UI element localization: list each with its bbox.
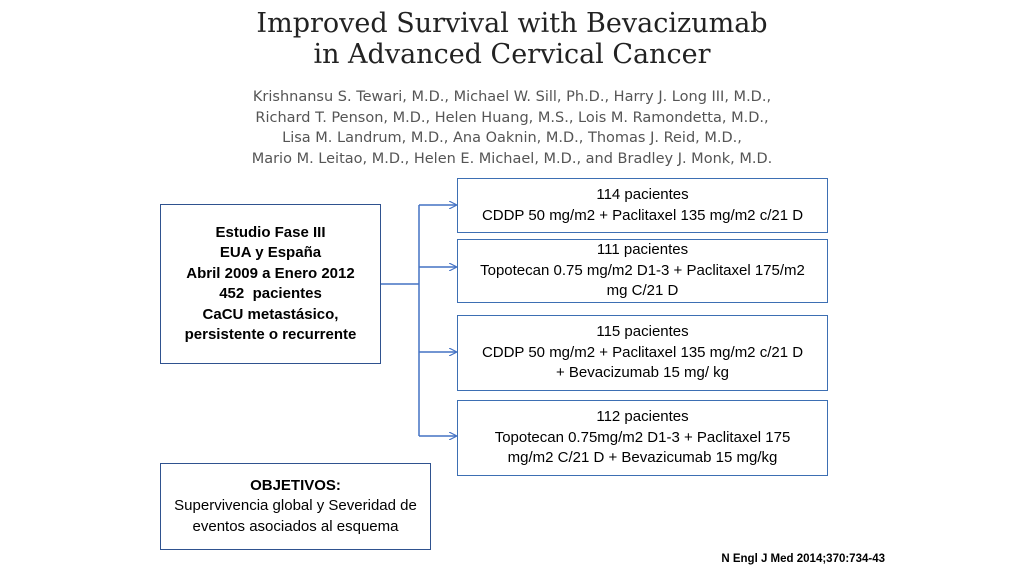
study-design-box: Estudio Fase III EUA y España Abril 2009…	[160, 204, 381, 364]
study-line: EUA y España	[219, 244, 322, 261]
study-line: persistente o recurrente	[184, 326, 357, 343]
treatment-arm-2: 111 pacientes Topotecan 0.75 mg/m2 D1-3 …	[457, 239, 828, 303]
arm-regimen-line: CDDP 50 mg/m2 + Paclitaxel 135 mg/m2 c/2…	[481, 343, 804, 361]
author-line: Krishnansu S. Tewari, M.D., Michael W. S…	[252, 89, 772, 105]
study-line: 452 pacientes	[219, 285, 322, 302]
arm-patient-count: 112 pacientes	[596, 408, 689, 426]
study-line: CaCU metastásico,	[202, 305, 339, 323]
arm-patient-count: 115 pacientes	[596, 323, 689, 341]
treatment-arm-3: 115 pacientes CDDP 50 mg/m2 + Paclitaxel…	[457, 315, 828, 391]
treatment-arm-1: 114 pacientes CDDP 50 mg/m2 + Paclitaxel…	[457, 178, 828, 233]
study-line: Estudio Fase III	[215, 223, 326, 241]
arm-patient-count: 114 pacientes	[596, 186, 689, 203]
treatment-arm-4: 112 pacientes Topotecan 0.75mg/m2 D1-3 +…	[457, 400, 828, 476]
paper-title: Improved Survival with Bevacizumab in Ad…	[0, 8, 1024, 70]
arm-regimen-line: Topotecan 0.75mg/m2 D1-3 + Paclitaxel 17…	[494, 428, 791, 446]
arm-patient-count: 111 pacientes	[596, 241, 689, 259]
paper-title-line-1: Improved Survival with Bevacizumab	[256, 8, 768, 39]
objectives-title: OBJETIVOS:	[250, 476, 341, 494]
author-line: Lisa M. Landrum, M.D., Ana Oaknin, M.D.,…	[282, 130, 742, 146]
author-line: Mario M. Leitao, M.D., Helen E. Michael,…	[251, 150, 773, 167]
objectives-line: Supervivencia global y Severidad de	[174, 497, 417, 515]
author-line: Richard T. Penson, M.D., Helen Huang, M.…	[255, 109, 769, 126]
objectives-line: eventos asociados al esquema	[192, 517, 399, 535]
study-line: Abril 2009 a Enero 2012	[186, 264, 355, 282]
arm-regimen-line: mg C/21 D	[606, 282, 679, 300]
arm-regimen-line: Topotecan 0.75 mg/m2 D1-3 + Paclitaxel 1…	[480, 261, 805, 279]
arm-regimen-line: mg/m2 C/21 D + Bevazicumab 15 mg/kg	[507, 449, 778, 467]
paper-title-line-2: in Advanced Cervical Cancer	[313, 39, 711, 70]
arm-regimen-line: + Bevacizumab 15 mg/ kg	[555, 364, 729, 382]
objectives-box: OBJETIVOS: Supervivencia global y Severi…	[160, 463, 431, 550]
journal-citation: N Engl J Med 2014;370:734-43	[721, 553, 885, 565]
arm-regimen-line: CDDP 50 mg/m2 + Paclitaxel 135 mg/m2 c/2…	[481, 206, 804, 224]
author-list: Krishnansu S. Tewari, M.D., Michael W. S…	[0, 87, 1024, 169]
